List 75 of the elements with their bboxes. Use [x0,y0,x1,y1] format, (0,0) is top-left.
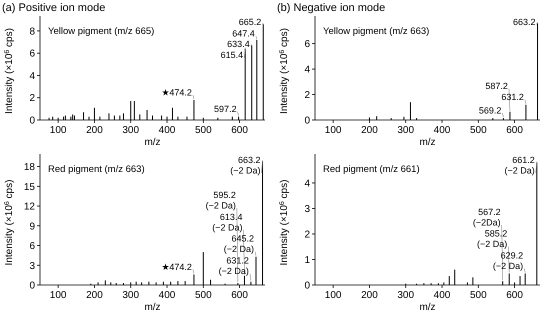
chart-title: (a) Positive ion mode [2,2,106,14]
x-tick-label: 100 [324,125,342,136]
x-tick-label: 400 [434,290,451,301]
y-tick-label: 6 [29,48,36,60]
y-tick-label: 18 [24,162,36,174]
annotation: 661.2 (−2 Da) [504,155,535,176]
annotation: 631.2 [501,92,524,102]
x-tick-label: 100 [50,125,67,136]
x-tick-label: 500 [194,125,212,136]
y-tick-label: 2 [304,229,310,240]
x-tick-label: 500 [470,290,488,301]
y-tick-label: 4 [304,178,310,190]
y-tick-label: 0 [304,280,310,292]
annotation: ★474.2 [161,87,192,98]
x-tick-label: 600 [231,290,248,301]
y-tick-label: 3 [304,204,310,215]
x-tick-label: 400 [434,125,451,136]
x-tick-label: 200 [86,290,104,301]
x-tick-label: 600 [231,125,248,136]
y-tick-label: 2 [304,90,310,102]
x-axis-title: m/z [144,302,161,313]
x-tick-label: 300 [397,290,415,301]
annotation: 645.2 (−2 Da) [224,234,254,254]
x-tick-label: 300 [122,290,140,301]
annotation: 587.2 [485,81,508,92]
y-tick-label: 8 [29,26,36,38]
annotation: 629.2 (−2 Da) [492,250,524,272]
x-tick-label: 600 [506,290,524,301]
annotation: 647.4 [232,28,255,38]
annotation: 631.2 (−2 Da) [218,256,249,276]
y-tick-label: 2 [29,93,36,104]
y-tick-label: 0 [304,116,310,126]
y-tick-label: 1 [304,254,310,266]
chart-subtitle: Red pigment (m/z 661) [323,164,420,175]
y-tick-label: 4 [304,64,310,76]
text: Yellow pigment (m/z 663) [323,26,430,37]
annotation: 567.2 (−2Da) [472,207,501,228]
y-tick-label: 0 [29,116,36,126]
y-tick-label: 4 [29,70,36,82]
x-axis-title: m/z [144,137,161,148]
x-tick-label: 100 [50,290,67,301]
chart-title: (b) Negative ion mode [277,2,386,14]
annotation: 569.2 [478,106,502,116]
x-tick-label: 400 [158,125,176,136]
x-tick-label: 200 [86,125,104,136]
x-tick-label: 400 [158,290,176,301]
x-tick-label: 200 [361,125,378,136]
y-tick-label: 3 [29,260,36,272]
annotation: 633.4 [227,38,250,49]
y-tick-label: 9 [29,221,36,232]
x-tick-label: 600 [506,125,524,136]
x-tick-label: 300 [122,125,140,136]
x-tick-label: 100 [324,290,342,301]
annotation: 585.2 (−2 Da) [476,228,508,250]
annotation: 595.2 (−2 Da) [206,190,236,211]
y-tick-label: 15 [24,182,36,193]
chart-subtitle: Yellow pigment (m/z 665) [48,26,154,37]
y-tick-label: 12 [24,202,36,213]
x-axis-title: m/z [419,302,436,313]
y-tick-label: 6 [304,39,310,50]
y-tick-label: 6 [29,241,36,252]
annotation: 663.2 (−2 Da) [230,155,261,176]
annotation: 663.2 [513,17,536,27]
annotation: 665.2 [238,17,262,27]
chart-subtitle: Red pigment (m/z 663) [48,164,145,175]
x-tick-label: 200 [361,290,378,301]
x-tick-label: 300 [397,125,415,136]
annotation: 597.2 [214,104,237,114]
x-axis-title: m/z [419,137,436,148]
annotation: 613.4 (−2 Da) [212,212,242,232]
x-tick-label: 500 [470,125,488,136]
annotation: ★474.2 [161,262,192,272]
y-tick-label: 0 [29,280,36,292]
x-tick-label: 500 [194,290,212,301]
annotation: 615.4 [220,50,244,60]
